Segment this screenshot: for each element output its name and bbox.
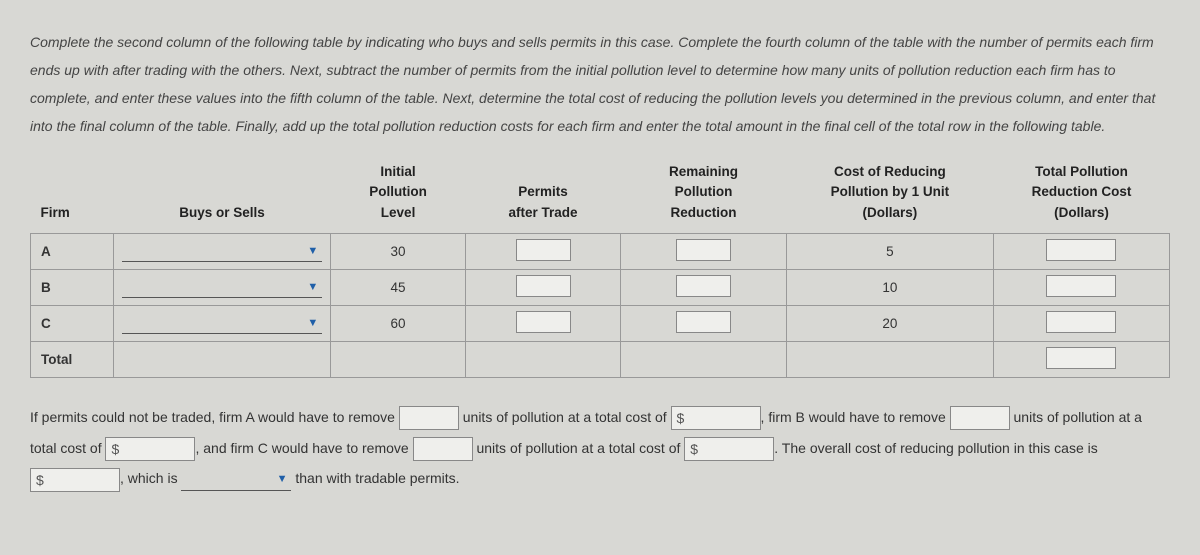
remaining-reduction-a[interactable] bbox=[676, 239, 731, 261]
chevron-down-icon: ▼ bbox=[277, 467, 288, 491]
col-cost-unit: Cost of ReducingPollution by 1 Unit(Doll… bbox=[786, 158, 993, 233]
remaining-reduction-c[interactable] bbox=[676, 311, 731, 333]
comparison-dropdown[interactable]: ▼ bbox=[181, 469, 291, 491]
total-cost-c[interactable] bbox=[1046, 311, 1116, 333]
grand-total-input[interactable] bbox=[1046, 347, 1116, 369]
firm-b-cost-input[interactable]: $ bbox=[105, 437, 195, 461]
total-cost-a[interactable] bbox=[1046, 239, 1116, 261]
firm-label: A bbox=[31, 233, 114, 269]
fill-in-paragraph: If permits could not be traded, firm A w… bbox=[30, 402, 1170, 494]
chevron-down-icon: ▼ bbox=[307, 281, 318, 293]
permits-after-trade-b[interactable] bbox=[516, 275, 571, 297]
col-remaining: RemainingPollutionReduction bbox=[621, 158, 787, 233]
total-label: Total bbox=[31, 341, 114, 377]
table-row: B ▼ 45 10 bbox=[31, 269, 1170, 305]
cost-unit-b: 10 bbox=[786, 269, 993, 305]
buys-sells-dropdown-c[interactable]: ▼ bbox=[122, 312, 322, 334]
permits-after-trade-a[interactable] bbox=[516, 239, 571, 261]
table-row: A ▼ 30 5 bbox=[31, 233, 1170, 269]
initial-pollution-b: 45 bbox=[331, 269, 466, 305]
buys-sells-dropdown-b[interactable]: ▼ bbox=[122, 276, 322, 298]
firm-b-units-input[interactable] bbox=[950, 406, 1010, 430]
firm-c-cost-input[interactable]: $ bbox=[684, 437, 774, 461]
chevron-down-icon: ▼ bbox=[307, 245, 318, 257]
col-buys-sells: Buys or Sells bbox=[113, 158, 330, 233]
col-total-cost: Total PollutionReduction Cost(Dollars) bbox=[993, 158, 1169, 233]
overall-cost-input[interactable]: $ bbox=[30, 468, 120, 492]
firm-a-cost-input[interactable]: $ bbox=[671, 406, 761, 430]
permits-table: Firm Buys or Sells InitialPollutionLevel… bbox=[30, 158, 1170, 378]
col-firm: Firm bbox=[31, 158, 114, 233]
cost-unit-c: 20 bbox=[786, 305, 993, 341]
initial-pollution-a: 30 bbox=[331, 233, 466, 269]
chevron-down-icon: ▼ bbox=[307, 317, 318, 329]
firm-c-units-input[interactable] bbox=[413, 437, 473, 461]
table-row: C ▼ 60 20 bbox=[31, 305, 1170, 341]
buys-sells-dropdown-a[interactable]: ▼ bbox=[122, 240, 322, 262]
cost-unit-a: 5 bbox=[786, 233, 993, 269]
initial-pollution-c: 60 bbox=[331, 305, 466, 341]
col-initial: InitialPollutionLevel bbox=[331, 158, 466, 233]
firm-a-units-input[interactable] bbox=[399, 406, 459, 430]
firm-label: B bbox=[31, 269, 114, 305]
total-cost-b[interactable] bbox=[1046, 275, 1116, 297]
instructions-text: Complete the second column of the follow… bbox=[30, 28, 1170, 140]
total-row: Total bbox=[31, 341, 1170, 377]
firm-label: C bbox=[31, 305, 114, 341]
remaining-reduction-b[interactable] bbox=[676, 275, 731, 297]
col-permits: Permitsafter Trade bbox=[465, 158, 620, 233]
permits-after-trade-c[interactable] bbox=[516, 311, 571, 333]
